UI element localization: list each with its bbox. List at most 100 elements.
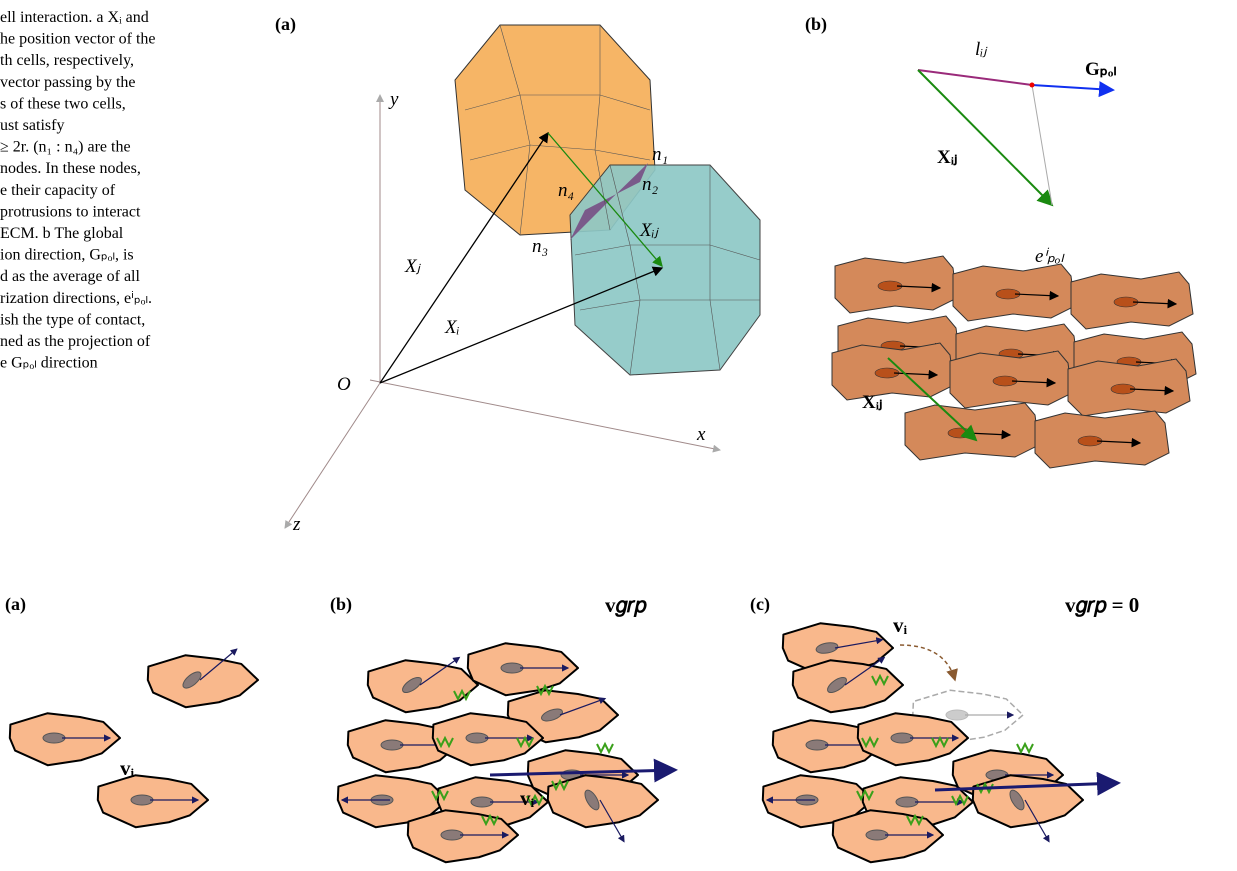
panel-label: (b) xyxy=(805,14,827,35)
cells xyxy=(8,622,1084,864)
junction xyxy=(871,673,889,687)
nucleus xyxy=(182,671,202,689)
caption-line: protrusions to interact xyxy=(0,203,141,220)
fibers xyxy=(831,255,1197,469)
junction xyxy=(951,793,969,807)
math-label: Xᵢⱼ xyxy=(639,220,660,241)
junction xyxy=(856,788,874,802)
math-label: Gₚₒₗ xyxy=(1085,59,1117,80)
axes xyxy=(284,94,721,529)
panel-label: (c) xyxy=(750,594,770,615)
xij-arrow xyxy=(887,357,978,442)
velocity xyxy=(199,648,238,681)
nucleus xyxy=(895,796,919,808)
caption-line: ell interaction. a Xᵢ and xyxy=(0,9,149,26)
velocity xyxy=(419,656,461,686)
polarization xyxy=(896,282,942,293)
caption-line: rization directions, eⁱₚₒₗ. xyxy=(0,290,152,307)
triangle xyxy=(917,69,1115,207)
caption-line: ust satisfy xyxy=(0,117,64,134)
nucleus xyxy=(440,829,464,841)
caption: ell interaction. a Xᵢ and he position vec… xyxy=(0,9,156,372)
math-label: eⁱₚₒₗ xyxy=(1035,246,1065,267)
polarization xyxy=(1096,437,1142,448)
math-label: n₂ xyxy=(642,174,659,195)
caption-line: e Gₚₒₗ direction xyxy=(0,355,98,372)
math-label: O xyxy=(337,374,351,395)
cell xyxy=(791,659,904,714)
nucleus xyxy=(42,732,66,744)
junction xyxy=(526,793,544,807)
math-label: vᵢ xyxy=(520,786,535,810)
math-label: vᵢ xyxy=(893,613,908,637)
labels: vᵢ v𝑔𝑟𝑝 vᵢ vᵢ v𝑔𝑟𝑝 = 0 xyxy=(120,593,1139,810)
fiber-cell xyxy=(904,402,1040,461)
panel-label: (b) xyxy=(330,594,352,615)
group-velocity xyxy=(934,771,1121,796)
labels: lᵢⱼ Gₚₒₗ Xᵢⱼ eⁱₚₒₗ Xᵢⱼ xyxy=(862,39,1117,413)
nucleus xyxy=(827,676,847,694)
nucleus xyxy=(130,794,154,806)
caption-line: th cells, respectively, xyxy=(0,52,134,69)
junction xyxy=(551,778,569,792)
junction xyxy=(906,813,924,827)
cell-i xyxy=(569,164,761,376)
velocity xyxy=(1024,799,1050,843)
cell xyxy=(506,689,619,744)
panel-label: (a) xyxy=(275,14,296,35)
math-label: Xⱼ xyxy=(404,256,422,277)
contact-face xyxy=(570,163,648,240)
math-label: v𝑔𝑟𝑝 = 0 xyxy=(1065,593,1139,618)
cell xyxy=(971,774,1084,829)
nucleus xyxy=(500,662,524,674)
math-label: Xᵢ xyxy=(444,317,460,338)
caption-line: ≥ 2r. (n₁ : n₄) are the xyxy=(0,139,131,156)
labels: y x z O Xⱼ Xᵢ Xᵢⱼ n₁ n₂ n₃ n₄ xyxy=(292,89,706,535)
caption-line: vector passing by the xyxy=(0,74,136,91)
nucleus xyxy=(541,708,563,722)
nucleus xyxy=(865,829,889,841)
math-label: n₁ xyxy=(652,144,668,165)
junction xyxy=(1016,741,1034,755)
math-label: Xᵢⱼ xyxy=(937,147,957,168)
math-label: z xyxy=(292,514,301,535)
math-label: n₄ xyxy=(558,180,574,201)
nucleus xyxy=(402,676,422,694)
caption-line: s of these two cells, xyxy=(0,95,126,112)
fiber-cell xyxy=(1034,410,1170,469)
caption-line: ion direction, Gₚₒₗ, is xyxy=(0,247,134,264)
math-label: y xyxy=(388,89,399,110)
caption-line: ned as the projection of xyxy=(0,333,151,350)
junction xyxy=(453,688,471,702)
cell xyxy=(366,659,479,714)
nucleus xyxy=(815,642,839,654)
velocity xyxy=(559,697,607,716)
velocity xyxy=(844,656,886,686)
nucleus xyxy=(465,732,489,744)
facets xyxy=(464,24,761,376)
velocity xyxy=(834,637,884,649)
caption-line: nodes. In these nodes, xyxy=(0,160,141,177)
cell xyxy=(146,654,259,709)
nucleus xyxy=(1009,789,1025,811)
group-velocity xyxy=(489,758,678,783)
math-label: Xᵢⱼ xyxy=(862,392,882,413)
caption-line: d as the average of all xyxy=(0,268,140,285)
caption-line: he position vector of the xyxy=(0,31,156,48)
panel-label: (a) xyxy=(5,594,26,615)
nucleus xyxy=(470,796,494,808)
nucleus xyxy=(380,739,404,751)
polarization xyxy=(1129,385,1175,396)
math-label: v𝑔𝑟𝑝 xyxy=(605,593,647,618)
migration-arrow xyxy=(899,644,958,682)
junction xyxy=(536,683,554,697)
polarization xyxy=(1014,290,1060,301)
polarization xyxy=(1132,298,1178,309)
polarization xyxy=(1011,377,1057,388)
nucleus xyxy=(890,732,914,744)
math-label: x xyxy=(696,424,706,445)
junction xyxy=(596,741,614,755)
nucleus xyxy=(945,709,969,721)
junction xyxy=(516,735,534,749)
